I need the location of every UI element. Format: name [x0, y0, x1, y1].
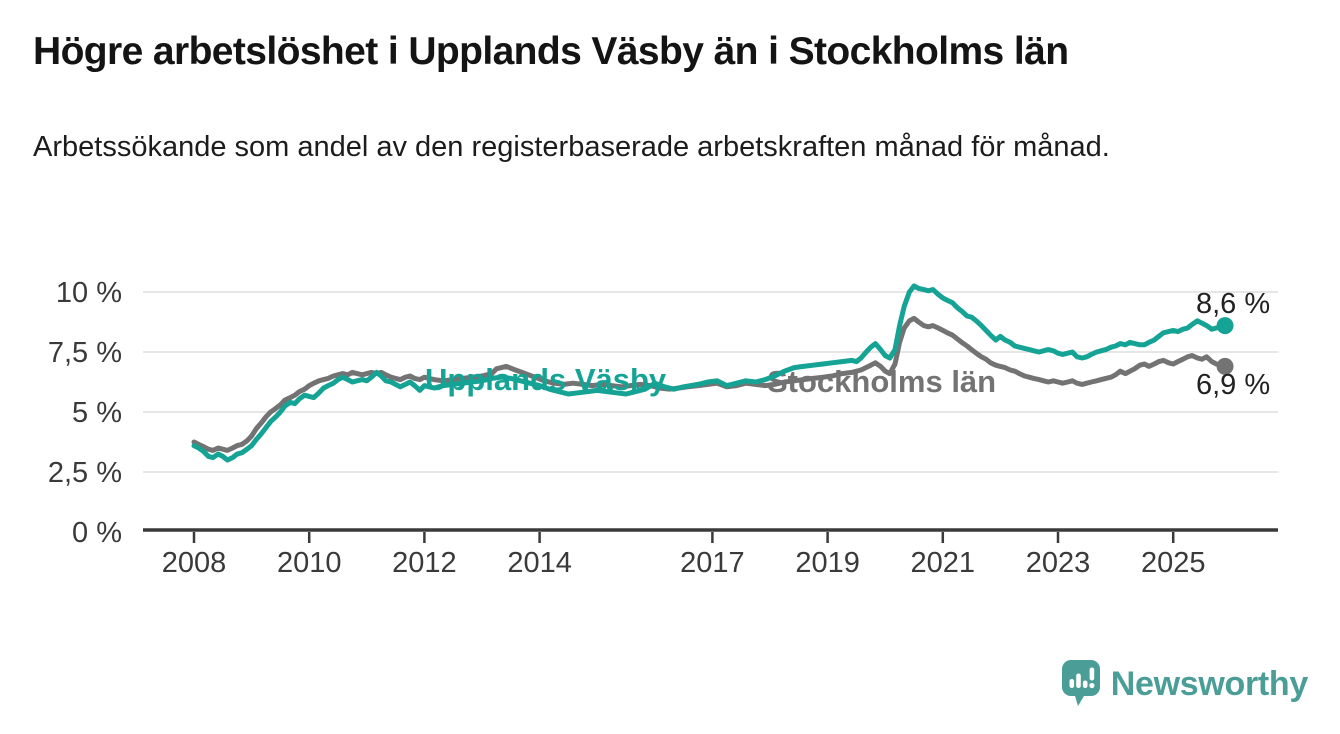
- series-end-dot-upplands-v-sby: [1216, 317, 1234, 335]
- chart-title: Högre arbetslöshet i Upplands Väsby än i…: [33, 30, 1069, 73]
- brand-footer: Newsworthy: [1061, 660, 1309, 708]
- x-axis-label-2017: 2017: [680, 547, 745, 579]
- series-line-upplands-v-sby: [191, 283, 1228, 463]
- series-label-upplands-v-sby: Upplands Väsby: [425, 362, 667, 397]
- newsworthy-logo-icon: [1061, 660, 1100, 706]
- y-axis-label: 10 %: [56, 277, 122, 309]
- x-axis-label-2014: 2014: [507, 547, 572, 579]
- y-axis-label: 2,5 %: [48, 457, 122, 489]
- bar-icon-medium: [1082, 680, 1088, 688]
- bar-icon-tall: [1075, 673, 1081, 688]
- series-line-stockholms-l-n: [191, 315, 1228, 453]
- series-end-dot-stockholms-l-n: [1216, 357, 1234, 375]
- y-axis-label: 7,5 %: [48, 337, 122, 369]
- speech-bubble-shape: [1061, 660, 1100, 706]
- x-axis-label-2010: 2010: [277, 547, 342, 579]
- x-axis-label-2008: 2008: [162, 547, 227, 579]
- series-label-stockholms-l-n: Stockholms län: [767, 364, 996, 399]
- bar-icon-small: [1069, 679, 1074, 688]
- exclamation-bar-icon: [1089, 667, 1094, 681]
- x-axis-label-2025: 2025: [1141, 547, 1206, 579]
- series-end-value-upplands-v-sby: 8,6 %: [1196, 288, 1270, 320]
- series-end-value-stockholms-l-n: 6,9 %: [1196, 369, 1270, 401]
- chart-subtitle: Arbetssökande som andel av den registerb…: [33, 131, 1110, 163]
- x-axis-label-2012: 2012: [392, 547, 457, 579]
- y-axis-label: 5 %: [72, 397, 122, 429]
- x-axis-label-2019: 2019: [795, 547, 860, 579]
- x-axis-label-2021: 2021: [911, 547, 976, 579]
- brand-name: Newsworthy: [1110, 664, 1309, 703]
- x-axis-label-2023: 2023: [1026, 547, 1091, 579]
- exclamation-dot-icon: [1089, 682, 1095, 689]
- y-axis-label: 0 %: [72, 517, 122, 549]
